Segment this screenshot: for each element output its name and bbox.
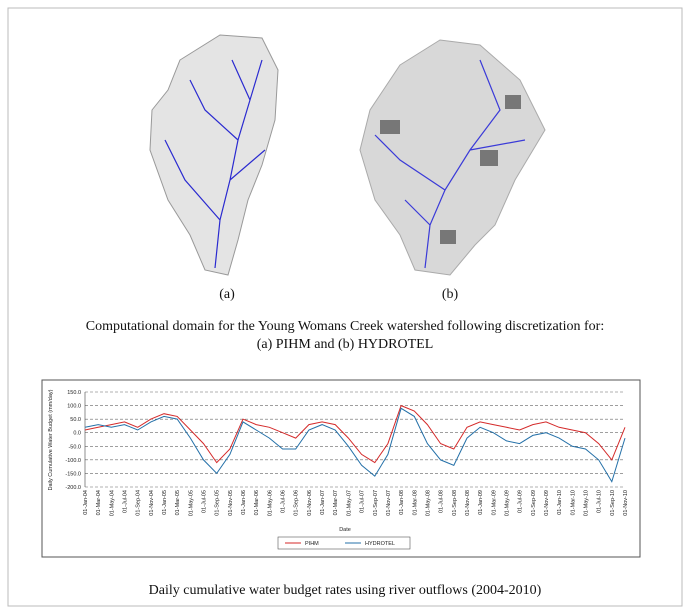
- x-tick-label: 01-May-04: [109, 490, 115, 516]
- x-tick-label: 01-Mar-06: [254, 490, 260, 515]
- x-tick-label: 01-Jul-05: [202, 490, 208, 513]
- x-tick-label: 01-Jan-08: [399, 490, 405, 515]
- y-tick-label: -200.0: [65, 485, 81, 491]
- map-a: [149, 34, 279, 276]
- x-tick-label: 01-Sep-07: [373, 490, 379, 516]
- data-line: [84, 407, 626, 483]
- x-tick-label: 01-Sep-09: [531, 490, 537, 516]
- panel-label: (a): [219, 287, 235, 302]
- x-tick-label: 01-Nov-10: [623, 490, 629, 516]
- data-line: [84, 404, 626, 464]
- x-tick-label: 01-Sep-10: [610, 490, 616, 516]
- x-tick-label: 01-May-06: [267, 490, 273, 516]
- x-tick-label: 01-Nov-07: [386, 490, 392, 516]
- y-tick-label: -100.0: [65, 458, 81, 464]
- chart-frame: [41, 379, 641, 558]
- x-tick-label: 01-Mar-10: [570, 490, 576, 515]
- x-tick-label: 01-May-10: [583, 490, 589, 516]
- x-tick-label: 01-Jan-07: [320, 490, 326, 515]
- x-tick-label: 01-Nov-04: [149, 490, 155, 516]
- x-tick-label: 01-May-05: [188, 490, 194, 516]
- x-tick-label: 01-Nov-09: [544, 490, 550, 516]
- x-tick-label: 01-Sep-06: [294, 490, 300, 516]
- x-tick-label: 01-Jan-10: [557, 490, 563, 515]
- x-tick-label: 01-Jan-04: [83, 490, 89, 515]
- x-tick-label: 01-Mar-08: [412, 490, 418, 515]
- legend-box: [277, 536, 411, 550]
- x-tick-label: 01-Jul-09: [518, 490, 524, 513]
- y-tick-label: -50.0: [68, 444, 81, 450]
- y-tick-label: 150.0: [67, 390, 81, 396]
- x-tick-label: 01-Sep-05: [215, 490, 221, 516]
- y-axis-label: Daily Cumulative Water Budget (mm/day): [48, 389, 54, 490]
- caption: (a) PIHM and (b) HYDROTEL: [257, 337, 434, 352]
- x-tick-label: 01-Jan-05: [162, 490, 168, 515]
- x-tick-label: 01-Jan-09: [478, 490, 484, 515]
- caption: Daily cumulative water budget rates usin…: [149, 583, 542, 598]
- x-tick-label: 01-Mar-04: [96, 490, 102, 515]
- x-tick-label: 01-Mar-09: [491, 490, 497, 515]
- x-tick-label: 01-Jul-10: [597, 490, 603, 513]
- legend-label: PIHM: [305, 541, 319, 547]
- x-axis-label: Date: [339, 527, 351, 533]
- x-tick-label: 01-May-09: [504, 490, 510, 516]
- map-b: [359, 39, 546, 276]
- y-tick-label: 0.0: [73, 431, 81, 437]
- x-tick-label: 01-Mar-07: [333, 490, 339, 515]
- x-tick-label: 01-May-08: [425, 490, 431, 516]
- x-tick-label: 01-Mar-05: [175, 490, 181, 515]
- caption: Computational domain for the Young Woman…: [86, 319, 604, 334]
- legend-label: HYDROTEL: [365, 541, 395, 547]
- x-tick-label: 01-Jan-06: [241, 490, 247, 515]
- x-tick-label: 01-May-07: [346, 490, 352, 516]
- y-tick-label: 100.0: [67, 404, 81, 410]
- x-tick-label: 01-Sep-08: [452, 490, 458, 516]
- panel-label: (b): [442, 287, 459, 302]
- x-tick-label: 01-Nov-05: [228, 490, 234, 516]
- x-tick-label: 01-Jul-04: [123, 490, 129, 513]
- y-tick-label: 50.0: [70, 417, 81, 423]
- x-tick-label: 01-Jul-08: [439, 490, 445, 513]
- x-tick-label: 01-Nov-06: [307, 490, 313, 516]
- y-tick-label: -150.0: [65, 471, 81, 477]
- x-tick-label: 01-Jul-06: [281, 490, 287, 513]
- x-tick-label: 01-Sep-04: [136, 490, 142, 516]
- x-tick-label: 01-Jul-07: [360, 490, 366, 513]
- x-tick-label: 01-Nov-08: [465, 490, 471, 516]
